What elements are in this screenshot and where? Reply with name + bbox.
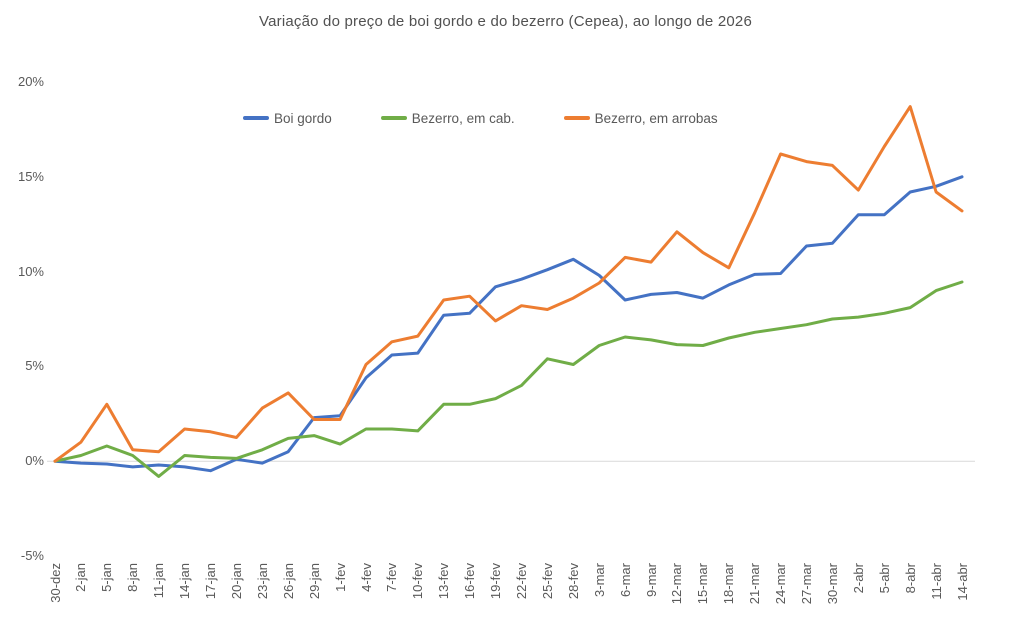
x-axis-label: 6-mar	[617, 563, 633, 597]
x-axis-label: 7-fev	[384, 563, 400, 592]
y-axis-label: 15%	[17, 169, 44, 184]
x-axis-label: 30-dez	[47, 563, 63, 603]
x-axis-label: 2-abr	[850, 563, 866, 594]
legend: Boi gordo Bezerro, em cab. Bezerro, em a…	[243, 110, 718, 126]
x-axis-label: 5-abr	[876, 563, 892, 594]
x-axis-label: 8-abr	[902, 563, 918, 594]
legend-label-boi-gordo: Boi gordo	[274, 110, 332, 126]
legend-item-boi-gordo: Boi gordo	[243, 111, 332, 126]
x-axis-label: 28-fev	[565, 563, 581, 600]
chart-title: Variação do preço de boi gordo e do beze…	[258, 13, 753, 30]
x-axis-label: 3-mar	[591, 563, 607, 597]
x-axis-label: 26-jan	[280, 563, 296, 600]
x-axis-label: 1-fev	[332, 563, 348, 592]
x-axis-label: 11-jan	[151, 563, 167, 599]
x-axis-label: 27-mar	[799, 563, 814, 605]
x-axis-label: 17-jan	[203, 563, 218, 600]
x-axis-label: 12-mar	[669, 563, 685, 605]
y-axis-label: -5%	[20, 548, 44, 563]
x-axis-label: 5-jan	[99, 563, 115, 592]
x-axis-label: 13-fev	[436, 563, 452, 600]
x-axis-label: 11-abr	[928, 563, 944, 600]
x-axis-label: 18-mar	[721, 563, 737, 605]
x-axis-label: 8-jan	[125, 563, 141, 592]
x-axis-label: 14-jan	[177, 563, 193, 600]
legend-swatch-icon	[563, 116, 590, 120]
y-axis-label: 20%	[17, 74, 44, 89]
x-axis-label: 20-jan	[228, 563, 244, 600]
legend-label-bezerro-cab: Bezerro, em cab.	[411, 110, 515, 126]
legend-item-bezerro-arrobas: Bezerro, em arrobas	[563, 110, 718, 126]
x-axis-label: 10-fev	[410, 563, 426, 600]
x-axis-label: 29-jan	[306, 563, 322, 600]
series-line-boi-gordo	[53, 175, 964, 473]
x-axis-label: 4-fev	[358, 563, 374, 592]
series-line-bezerro-em-cab	[53, 280, 964, 478]
x-axis-label: 30-mar	[824, 563, 840, 605]
x-axis-label: 21-mar	[747, 563, 763, 605]
x-axis-label: 16-fev	[462, 563, 478, 600]
x-axis-label: 2-jan	[73, 563, 89, 592]
x-axis-label: 19-fev	[488, 563, 503, 600]
x-axis-label: 9-mar	[643, 563, 659, 597]
x-axis-label: 22-fev	[514, 563, 529, 600]
legend-item-bezerro-cab: Bezerro, em cab.	[380, 110, 515, 126]
legend-swatch-icon	[380, 116, 407, 120]
legend-swatch-icon	[243, 116, 269, 120]
x-axis-label: 14-abr	[954, 563, 970, 601]
series-line-bezerro-em-arrobas	[53, 105, 964, 463]
legend-label-bezerro-arrobas: Bezerro, em arrobas	[594, 110, 718, 126]
x-axis-label: 23-jan	[254, 563, 270, 600]
x-axis-label: 24-mar	[773, 563, 789, 605]
x-axis-label: 25-fev	[539, 563, 555, 600]
y-axis-label: 0%	[25, 453, 44, 468]
y-axis-label: 10%	[17, 264, 44, 279]
x-axis-label: 15-mar	[695, 563, 711, 605]
y-axis-label: 5%	[25, 358, 44, 373]
